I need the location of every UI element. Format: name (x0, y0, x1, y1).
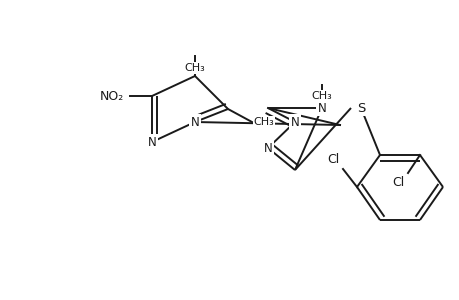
Text: N: N (147, 136, 156, 148)
Text: N: N (263, 142, 272, 154)
Text: Cl: Cl (326, 152, 338, 166)
Text: NO₂: NO₂ (100, 89, 124, 103)
Text: CH₃: CH₃ (253, 117, 274, 127)
Text: Cl: Cl (391, 176, 403, 190)
Text: N: N (317, 101, 326, 115)
Text: N: N (190, 116, 199, 128)
Text: CH₃: CH₃ (311, 91, 332, 101)
Text: CH₃: CH₃ (184, 63, 205, 73)
Text: N: N (290, 116, 299, 128)
Text: S: S (356, 101, 364, 115)
